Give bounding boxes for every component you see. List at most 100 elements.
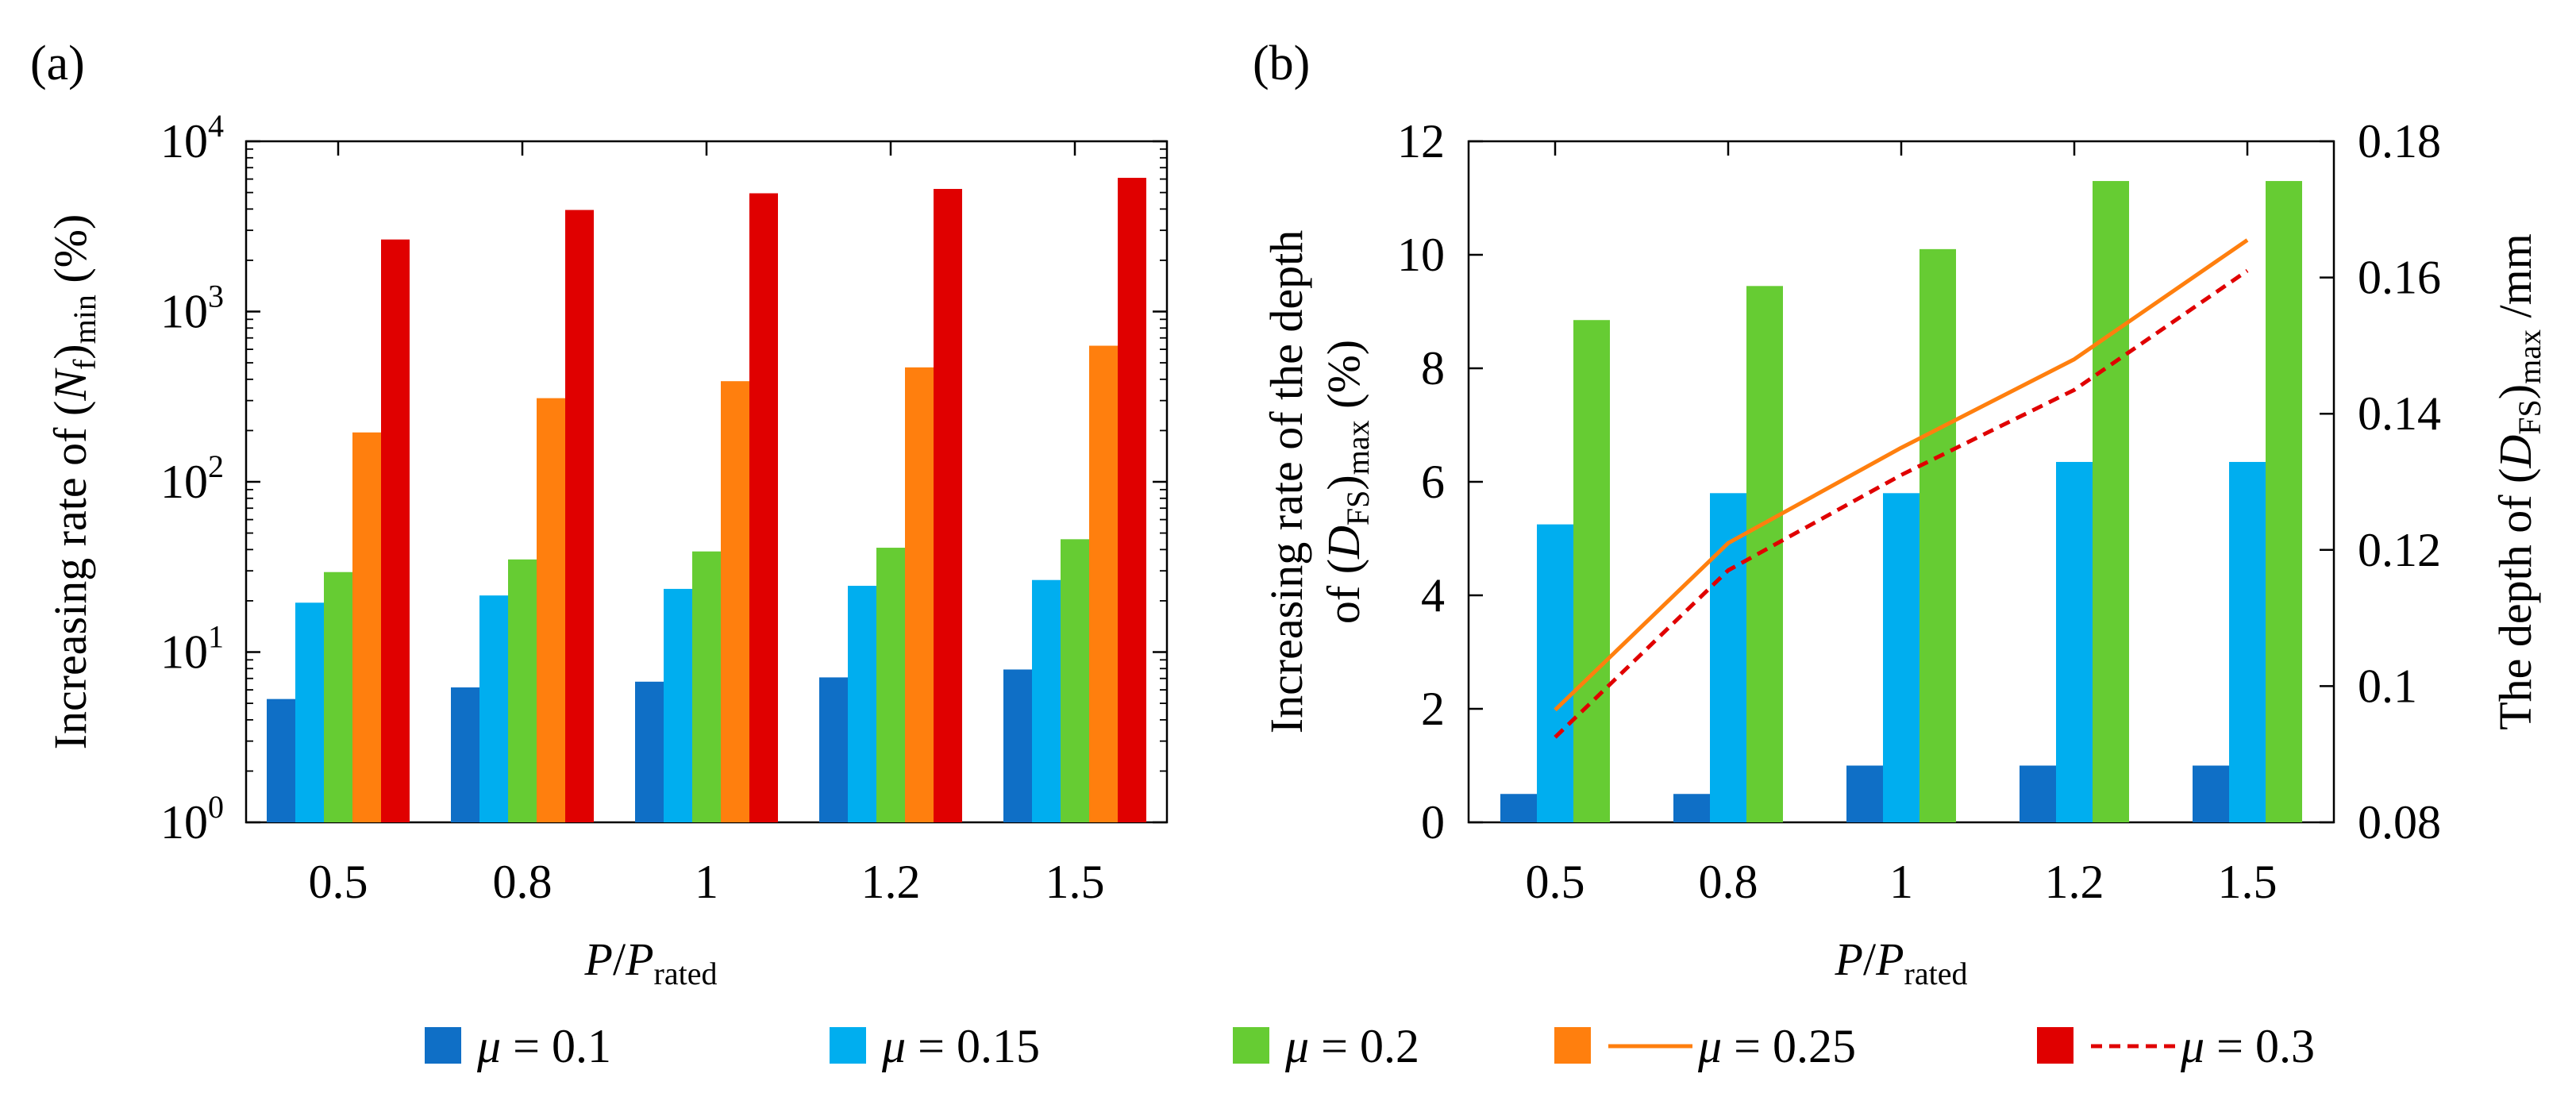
ylabel-b-sub: FS xyxy=(1340,491,1376,526)
a-xtick-label: 1.2 xyxy=(861,856,921,908)
a-ytick-label: 104 xyxy=(160,108,224,167)
legend-symbol: μ xyxy=(476,1020,501,1072)
chart-b-ylabel-line2: of (DFS)max (%) xyxy=(1318,340,1376,624)
xlabel-a-sub: rated xyxy=(654,956,718,991)
legend-label: μ = 0.25 xyxy=(1697,1020,1856,1072)
legend-value: = 0.2 xyxy=(1309,1020,1419,1072)
a-bar-mu_0_1 xyxy=(635,681,664,822)
a-ytick-exp: 4 xyxy=(208,108,224,144)
legend-label: μ = 0.3 xyxy=(2180,1020,2315,1072)
legend-value: = 0.1 xyxy=(501,1020,611,1072)
b-bar-mu_0_2 xyxy=(1746,286,1783,822)
panel-a-label: (a) xyxy=(30,37,85,90)
b-bar-mu_0_2 xyxy=(2093,181,2129,823)
a-xtick-label: 0.8 xyxy=(493,856,553,908)
b-bar-mu_0_1 xyxy=(1846,765,1883,822)
a-bar-mu_0_25 xyxy=(537,398,565,822)
a-bar-mu_0_1 xyxy=(267,699,295,822)
a-ytick-label: 102 xyxy=(160,448,224,508)
chart-a-bars xyxy=(267,178,1146,823)
b-line-mu_0_3 xyxy=(1554,268,2249,739)
b-y2tick-label: 0.18 xyxy=(2358,115,2441,167)
chart-b-ylabel-line1: Increasing rate of the depth xyxy=(1261,230,1312,734)
ylabel-b-sub2: max xyxy=(1340,420,1376,475)
a-bar-mu_0_15 xyxy=(664,588,692,822)
b-ytick-label: 12 xyxy=(1397,115,1445,167)
legend-symbol: μ xyxy=(2180,1020,2204,1072)
legend-value: = 0.3 xyxy=(2204,1020,2315,1072)
chart-b-lines xyxy=(1554,238,2249,739)
ylabel-b-suffix: (%) xyxy=(1318,340,1369,420)
ylabel-a-suffix: (%) xyxy=(44,214,96,294)
panel-b-label: (b) xyxy=(1253,37,1310,90)
b-xtick-label: 1 xyxy=(1889,856,1913,908)
b-bar-mu_0_1 xyxy=(1673,794,1710,822)
b-bar-mu_0_15 xyxy=(1710,493,1746,822)
a-ytick-base: 10 xyxy=(160,626,208,679)
b-ytick-label: 10 xyxy=(1397,229,1445,281)
legend-swatch xyxy=(1554,1027,1591,1064)
legend-swatch xyxy=(2037,1027,2074,1064)
xlabel-b-sub: rated xyxy=(1904,956,1968,991)
a-bar-mu_0_1 xyxy=(819,677,848,822)
xlabel-b-var: P xyxy=(1835,933,1863,985)
b-bar-mu_0_15 xyxy=(1883,493,1919,822)
y2label-var: D xyxy=(2489,435,2541,469)
b-xtick-label: 0.8 xyxy=(1699,856,1758,908)
a-bar-mu_0_25 xyxy=(1089,345,1118,822)
a-bar-mu_0_3 xyxy=(381,239,410,822)
ylabel-b-var: D xyxy=(1318,525,1369,560)
a-xtick-label: 1 xyxy=(695,856,718,908)
b-y2tick-label: 0.08 xyxy=(2358,796,2441,849)
a-ytick-base: 10 xyxy=(160,796,208,849)
legend: μ = 0.1 μ = 0.15 μ = 0.2 μ = 0.25 μ = 0.3 xyxy=(425,1020,2315,1072)
y2label-sub2: max xyxy=(2512,329,2547,384)
a-bar-mu_0_2 xyxy=(876,548,905,822)
y2label-suffix: /mm xyxy=(2489,233,2541,329)
legend-value: = 0.15 xyxy=(906,1020,1040,1072)
chart-b: 0 2 4 6 8 10 12 0.08 0.1 0.12 0.14 0.16 0.18 0.5 0.8… xyxy=(1261,115,2547,991)
ylabel-a-var: N xyxy=(44,368,96,402)
ylabel-b-prefix: of ( xyxy=(1318,559,1369,624)
legend-value: = 0.25 xyxy=(1722,1020,1856,1072)
ylabel-a-prefix: Increasing rate of ( xyxy=(44,401,96,750)
b-y2tick-label: 0.1 xyxy=(2358,660,2417,712)
a-ytick-exp: 3 xyxy=(208,279,224,314)
b-bar-mu_0_1 xyxy=(1500,794,1537,822)
a-bar-mu_0_1 xyxy=(1003,669,1032,822)
legend-label: μ = 0.1 xyxy=(476,1020,611,1072)
chart-b-xlabel: P/Prated xyxy=(1835,933,1968,991)
a-bar-mu_0_2 xyxy=(324,572,352,822)
legend-label: μ = 0.15 xyxy=(881,1020,1040,1072)
ylabel-a-sub: f xyxy=(67,359,102,370)
a-ytick-exp: 1 xyxy=(208,619,224,655)
xlabel-a-var2: P xyxy=(625,933,653,985)
b-bar-mu_0_1 xyxy=(2020,765,2056,822)
chart-b-y2label: The depth of (DFS)max /mm xyxy=(2489,233,2547,730)
a-bar-mu_0_2 xyxy=(508,559,537,822)
a-bar-mu_0_25 xyxy=(721,381,749,822)
b-bar-mu_0_2 xyxy=(2266,181,2302,823)
b-bar-mu_0_1 xyxy=(2193,765,2229,822)
a-bar-mu_0_15 xyxy=(1032,579,1061,822)
a-ytick-label: 103 xyxy=(160,279,224,338)
a-ytick-base: 10 xyxy=(160,286,208,338)
b-bar-mu_0_15 xyxy=(1537,524,1573,822)
chart-a-xlabel: P/Prated xyxy=(584,933,718,991)
y2label-prefix: The depth of ( xyxy=(2489,468,2541,730)
ylabel-b-mid: ) xyxy=(1318,475,1369,490)
xlabel-a-sep: / xyxy=(613,933,626,985)
b-xtick-label: 1.5 xyxy=(2218,856,2278,908)
b-bar-mu_0_2 xyxy=(1919,248,1956,823)
b-line-mu_0_25 xyxy=(1554,238,2249,712)
legend-swatch xyxy=(1233,1027,1269,1064)
chart-b-xtick-labels: 0.5 0.8 1 1.2 1.5 xyxy=(1526,856,2278,908)
a-bar-mu_0_15 xyxy=(479,595,508,822)
a-bar-mu_0_1 xyxy=(451,687,479,822)
chart-b-ytick-labels: 0 2 4 6 8 10 12 xyxy=(1397,115,1445,849)
legend-symbol: μ xyxy=(1697,1020,1722,1072)
xlabel-b-var2: P xyxy=(1875,933,1904,985)
y2label-mid: ) xyxy=(2489,384,2541,399)
a-xtick-label: 0.5 xyxy=(309,856,368,908)
